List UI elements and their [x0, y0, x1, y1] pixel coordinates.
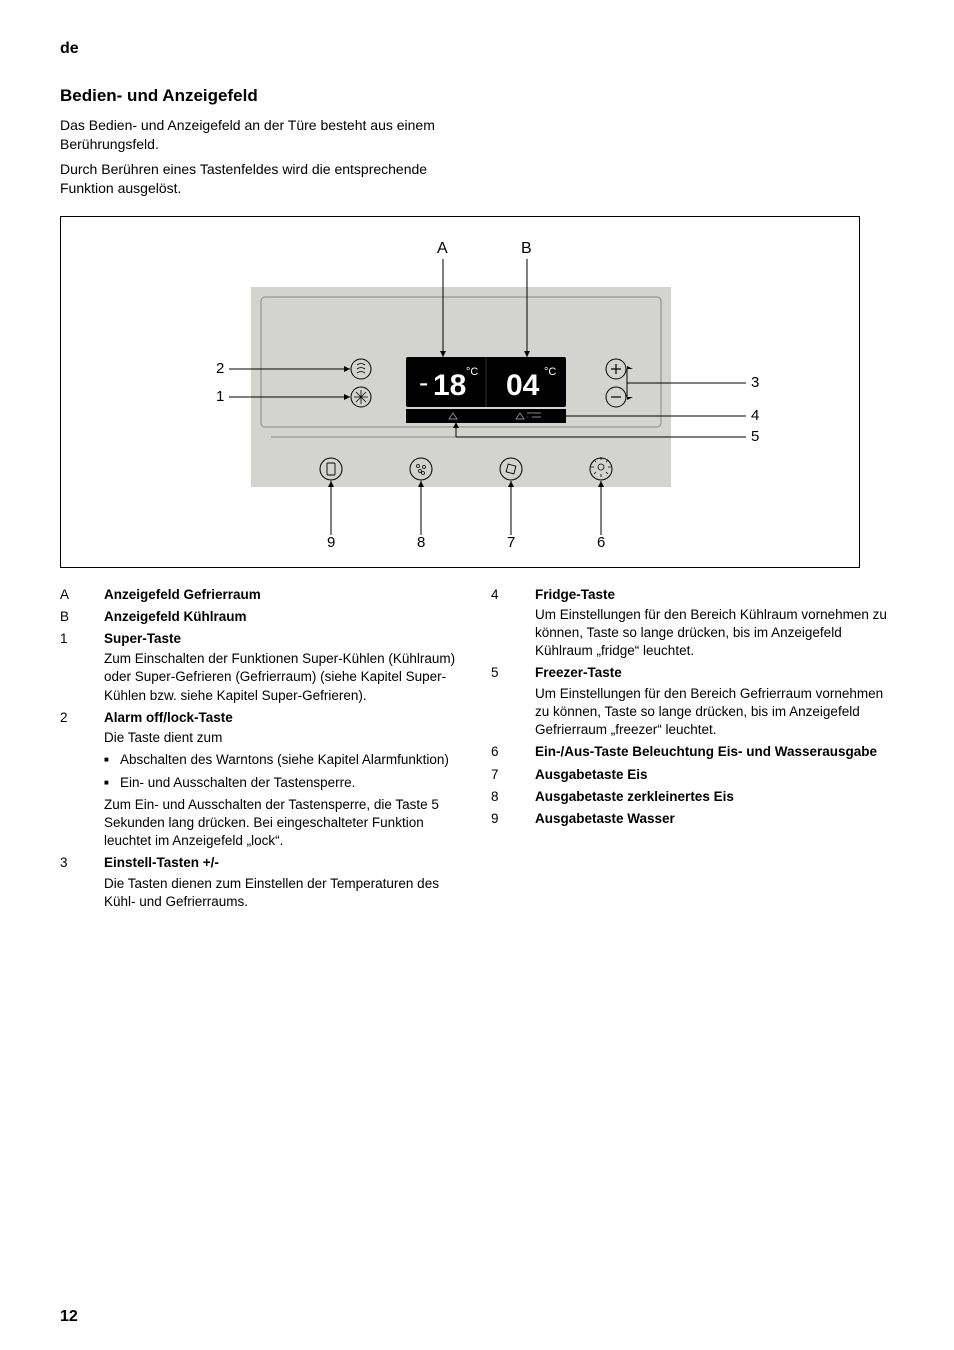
desc-text: Um Einstellungen für den Bereich Kühlrau…	[535, 606, 894, 661]
intro-text-1: Das Bedien- und Anzeigefeld an der Türe …	[60, 116, 460, 154]
desc-body: Ausgabetaste zerkleinertes Eis	[535, 788, 894, 806]
freezer-minus: -	[419, 367, 428, 398]
desc-key: 7	[491, 766, 535, 784]
desc-bullet-item: Ein- und Ausschalten der Tastensperre.	[104, 774, 463, 792]
desc-body: Ausgabetaste Eis	[535, 766, 894, 784]
freezer-temp: 18	[433, 369, 466, 402]
callout-2-label: 2	[216, 360, 224, 377]
desc-body: Ausgabetaste Wasser	[535, 810, 894, 828]
callout-A-label: A	[437, 240, 448, 257]
desc-body: Einstell-Tasten +/- Die Tasten dienen zum…	[104, 854, 463, 911]
desc-row: AAnzeigefeld Gefrierraum	[60, 586, 463, 604]
page-title: Bedien- und Anzeigefeld	[60, 86, 894, 106]
callout-8-label: 8	[417, 534, 425, 551]
fridge-temp: 04	[506, 369, 540, 402]
desc-text: Um Einstellungen für den Bereich Gefrier…	[535, 685, 894, 740]
page-number: 12	[60, 1308, 78, 1326]
desc-key: 1	[60, 630, 104, 705]
desc-title: Anzeigefeld Kühlraum	[104, 608, 463, 626]
desc-key: 9	[491, 810, 535, 828]
desc-row: 7Ausgabetaste Eis	[491, 766, 894, 784]
desc-row: 9Ausgabetaste Wasser	[491, 810, 894, 828]
desc-bullets: Abschalten des Warntons (siehe Kapitel A…	[104, 751, 463, 791]
desc-title: Ein-/Aus-Taste Beleuchtung Eis- und Wass…	[535, 743, 894, 761]
callout-3-label: 3	[751, 374, 759, 391]
freezer-unit: °C	[466, 366, 478, 378]
desc-title: Einstell-Tasten +/-	[104, 854, 463, 872]
intro-text-2: Durch Berühren eines Tastenfeldes wird d…	[60, 160, 460, 198]
desc-title: Ausgabetaste zerkleinertes Eis	[535, 788, 894, 806]
desc-body: Alarm off/lock-Taste Die Taste dient zum A…	[104, 709, 463, 851]
desc-key: B	[60, 608, 104, 626]
desc-key: 8	[491, 788, 535, 806]
desc-row: 6Ein-/Aus-Taste Beleuchtung Eis- und Was…	[491, 743, 894, 761]
desc-title: Ausgabetaste Eis	[535, 766, 894, 784]
desc-key: 4	[491, 586, 535, 661]
right-column: 4Fridge-Taste Um Einstellungen für den Be…	[491, 586, 894, 916]
desc-key: 6	[491, 743, 535, 761]
desc-text: Die Tasten dienen zum Einstellen der Tem…	[104, 875, 463, 911]
desc-key: 3	[60, 854, 104, 911]
desc-body: Anzeigefeld Gefrierraum	[104, 586, 463, 604]
description-columns: AAnzeigefeld GefrierraumBAnzeigefeld Küh…	[60, 586, 894, 916]
desc-row: 5Freezer-Taste Um Einstellungen für den B…	[491, 664, 894, 739]
desc-title: Fridge-Taste	[535, 586, 894, 604]
desc-body: Freezer-Taste Um Einstellungen für den Be…	[535, 664, 894, 739]
desc-title: Ausgabetaste Wasser	[535, 810, 894, 828]
language-label: de	[60, 40, 894, 58]
diagram-svg: - 18 °C 04 °C	[61, 217, 861, 569]
desc-body: Super-Taste Zum Einschalten der Funktione…	[104, 630, 463, 705]
fridge-unit: °C	[544, 366, 556, 378]
desc-body: Ein-/Aus-Taste Beleuchtung Eis- und Wass…	[535, 743, 894, 761]
snowflake-icon	[354, 390, 368, 404]
callout-4-label: 4	[751, 407, 759, 424]
desc-text: Zum Einschalten der Funktionen Super-Küh…	[104, 650, 463, 705]
desc-body: Anzeigefeld Kühlraum	[104, 608, 463, 626]
desc-row: 8Ausgabetaste zerkleinertes Eis	[491, 788, 894, 806]
desc-title: Anzeigefeld Gefrierraum	[104, 586, 463, 604]
desc-row: 4Fridge-Taste Um Einstellungen für den Be…	[491, 586, 894, 661]
callout-6-label: 6	[597, 534, 605, 551]
desc-row: BAnzeigefeld Kühlraum	[60, 608, 463, 626]
desc-title: Alarm off/lock-Taste	[104, 709, 463, 727]
desc-row: 2Alarm off/lock-Taste Die Taste dient zum…	[60, 709, 463, 851]
callout-5-label: 5	[751, 428, 759, 445]
desc-row: 3Einstell-Tasten +/- Die Tasten dienen zu…	[60, 854, 463, 911]
desc-title: Super-Taste	[104, 630, 463, 648]
desc-row: 1Super-Taste Zum Einschalten der Funktion…	[60, 630, 463, 705]
left-column: AAnzeigefeld GefrierraumBAnzeigefeld Küh…	[60, 586, 463, 916]
desc-bullet-item: Abschalten des Warntons (siehe Kapitel A…	[104, 751, 463, 769]
callout-7-label: 7	[507, 534, 515, 551]
desc-title: Freezer-Taste	[535, 664, 894, 682]
desc-key: 5	[491, 664, 535, 739]
desc-after-text: Zum Ein- und Ausschalten der Tastensperr…	[104, 796, 463, 851]
desc-key: 2	[60, 709, 104, 851]
desc-key: A	[60, 586, 104, 604]
callout-B-label: B	[521, 240, 532, 257]
desc-text: Die Taste dient zum	[104, 729, 463, 747]
callout-9-label: 9	[327, 534, 335, 551]
callout-1-label: 1	[216, 388, 224, 405]
control-panel-diagram: - 18 °C 04 °C	[60, 216, 860, 568]
desc-body: Fridge-Taste Um Einstellungen für den Ber…	[535, 586, 894, 661]
